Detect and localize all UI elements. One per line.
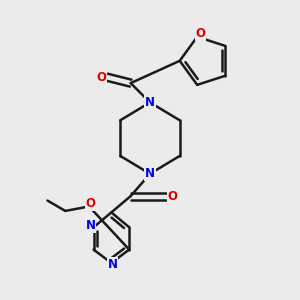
Text: O: O bbox=[167, 190, 177, 202]
Text: O: O bbox=[85, 197, 96, 210]
Text: O: O bbox=[96, 71, 106, 84]
Text: O: O bbox=[195, 27, 205, 40]
Text: N: N bbox=[85, 219, 96, 232]
Text: N: N bbox=[145, 167, 155, 180]
Text: N: N bbox=[108, 258, 118, 271]
Text: N: N bbox=[145, 96, 155, 109]
